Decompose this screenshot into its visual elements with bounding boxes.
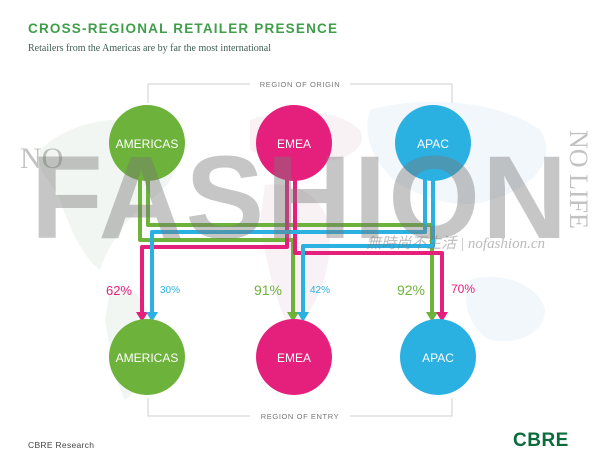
origin-emea-label: EMEA — [277, 137, 311, 151]
arrowhead-blue-americas — [146, 312, 158, 322]
entry-apac-circle — [400, 319, 476, 395]
arrowhead-pink-apac — [436, 312, 448, 322]
flow-americas-to-emea — [138, 170, 295, 315]
origin-label: REGION OF ORIGIN — [260, 80, 340, 89]
pct-emea-to-apac: 70% — [451, 282, 475, 296]
flow-apac-to-emea — [301, 170, 435, 315]
watermark: FASHION NO NO LIFE 無時尚不生活 | nofashion.cn — [20, 130, 593, 264]
arrowhead-green-emea — [287, 312, 299, 322]
entry-bracket — [147, 398, 453, 417]
pct-emea-to-americas: 62% — [106, 283, 132, 298]
pct-americas-to-apac: 92% — [397, 282, 425, 298]
page-title: CROSS-REGIONAL RETAILER PRESENCE — [28, 21, 339, 36]
origin-apac-circle — [395, 105, 471, 181]
origin-americas-label: AMERICAS — [116, 137, 179, 151]
entry-americas-circle — [109, 319, 185, 395]
entry-emea-circle — [256, 319, 332, 395]
watermark-no-life: NO LIFE — [564, 130, 593, 229]
flow-lines — [138, 170, 444, 315]
arrow-heads — [136, 312, 448, 322]
cbre-logo: CBRE — [513, 430, 569, 451]
origin-nodes: AMERICAS EMEA APAC — [109, 105, 471, 181]
origin-emea-circle — [256, 105, 332, 181]
entry-emea-label: EMEA — [277, 351, 311, 365]
pct-apac-to-emea: 42% — [310, 285, 330, 296]
arrowhead-green-apac — [426, 312, 438, 322]
entry-nodes: AMERICAS EMEA APAC — [109, 319, 476, 395]
arrowhead-blue-emea — [297, 312, 309, 322]
flow-apac-to-americas — [150, 170, 427, 315]
pct-apac-to-americas: 30% — [160, 285, 180, 296]
watermark-cn: 無時尚不生活 | nofashion.cn — [366, 235, 545, 252]
arrowhead-pink-americas — [136, 312, 148, 322]
pct-americas-to-emea: 91% — [254, 282, 282, 298]
entry-label: REGION OF ENTRY — [261, 412, 339, 421]
flow-emea-to-apac — [293, 170, 444, 315]
watermark-fashion: FASHION — [31, 132, 570, 264]
page-subtitle: Retailers from the Americas are by far t… — [28, 43, 271, 54]
watermark-no: NO — [20, 142, 63, 175]
entry-americas-label: AMERICAS — [116, 351, 179, 365]
entry-apac-label: APAC — [422, 351, 454, 365]
origin-americas-circle — [109, 105, 185, 181]
origin-bracket — [147, 83, 453, 103]
flow-emea-to-americas — [140, 170, 289, 315]
footer-source: CBRE Research — [28, 440, 95, 450]
origin-apac-label: APAC — [417, 137, 449, 151]
flow-americas-to-apac — [146, 170, 434, 315]
